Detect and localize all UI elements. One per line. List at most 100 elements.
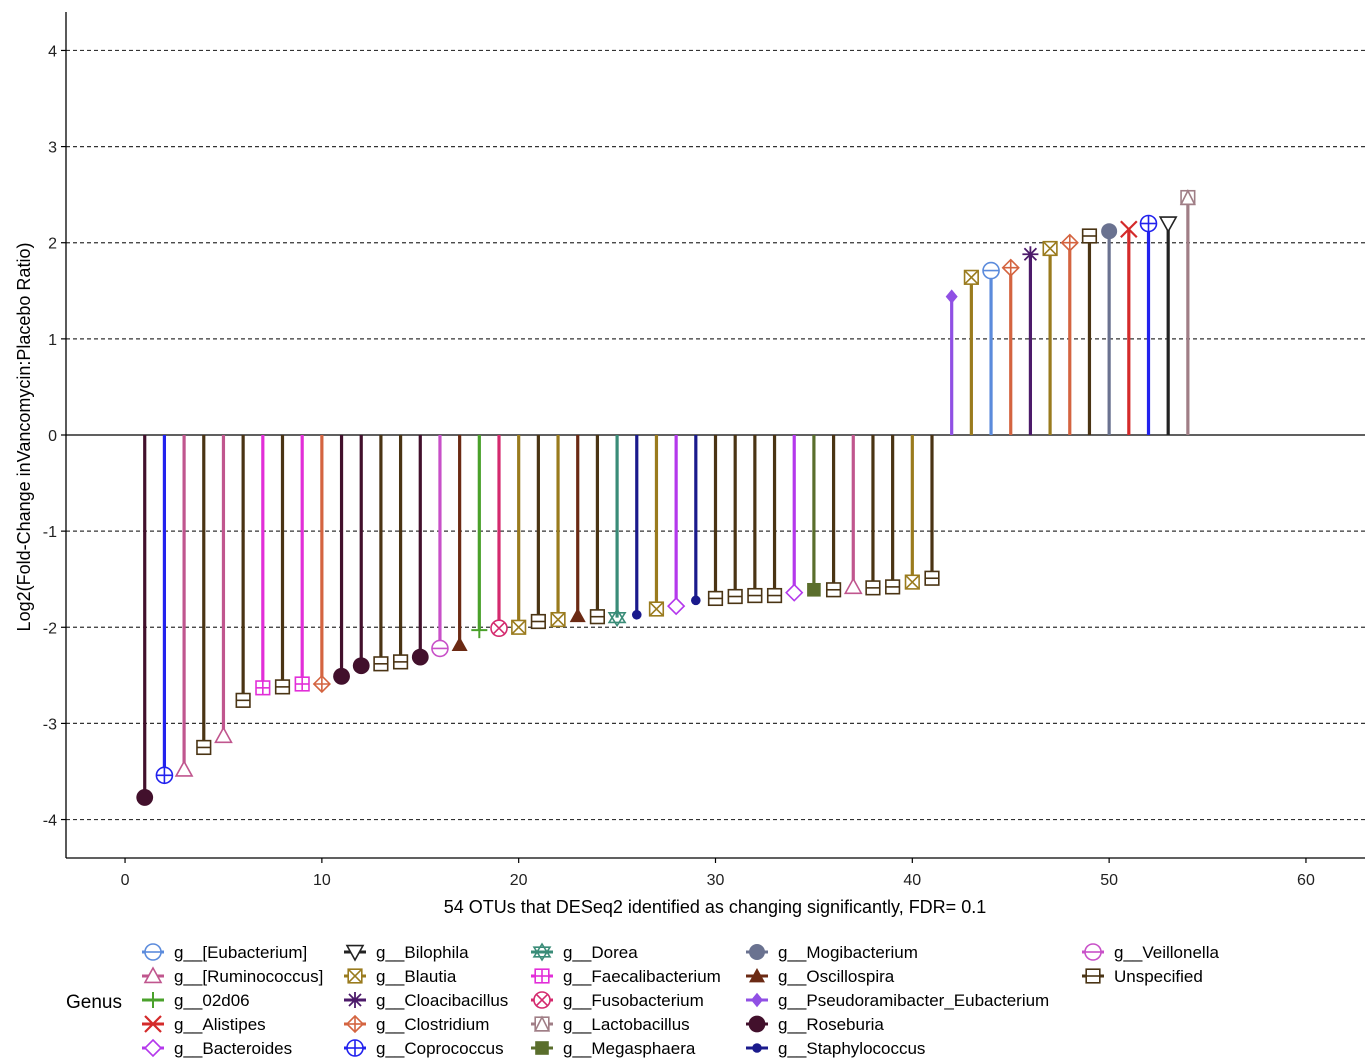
legend-key bbox=[752, 1043, 762, 1053]
point-marker bbox=[785, 583, 804, 602]
point-marker bbox=[155, 766, 174, 785]
legend-label: g__Alistipes bbox=[174, 1015, 266, 1034]
legend-label: g__Cloacibacillus bbox=[376, 991, 508, 1010]
y-tick-label: -1 bbox=[43, 524, 57, 541]
point-marker bbox=[235, 692, 251, 708]
legend-label: g__Megasphaera bbox=[563, 1039, 696, 1058]
legend-item: g__Mogibacterium bbox=[746, 943, 918, 962]
legend-key bbox=[144, 943, 162, 961]
point-marker bbox=[982, 261, 1000, 280]
point-marker bbox=[648, 601, 665, 617]
legend-key bbox=[532, 942, 552, 962]
point-marker bbox=[1022, 246, 1039, 263]
legend-item: g__Alistipes bbox=[142, 1015, 266, 1034]
legend-label: g__Veillonella bbox=[1114, 943, 1219, 962]
point-marker bbox=[766, 587, 783, 604]
legend-key bbox=[1085, 968, 1101, 984]
y-tick-label: 4 bbox=[48, 43, 57, 60]
point-marker bbox=[1001, 258, 1020, 277]
legend-key bbox=[347, 992, 363, 1008]
point-marker bbox=[1081, 228, 1098, 244]
legend-item: g__Bacteroides bbox=[142, 1038, 292, 1058]
legend-label: g__Bilophila bbox=[376, 943, 469, 962]
point-marker bbox=[1101, 223, 1118, 240]
legend-label: g__Pseudoramibacter_Eubacterium bbox=[778, 991, 1049, 1010]
point-marker bbox=[333, 667, 350, 685]
legend-key bbox=[535, 1041, 549, 1055]
point-marker bbox=[550, 611, 566, 628]
legend-label: g__[Eubacterium] bbox=[174, 943, 307, 962]
y-tick-label: -3 bbox=[43, 716, 57, 733]
legend-item: g__Faecalibacterium bbox=[531, 967, 721, 986]
legend-label: g__02d06 bbox=[174, 991, 250, 1010]
point-marker bbox=[825, 582, 842, 598]
point-marker bbox=[667, 596, 686, 616]
x-tick-label: 20 bbox=[510, 872, 528, 889]
lollipop-markers bbox=[136, 188, 1196, 806]
point-marker bbox=[691, 595, 701, 606]
point-marker bbox=[294, 676, 310, 692]
point-marker bbox=[885, 579, 901, 595]
legend-label: g__Staphylococcus bbox=[778, 1039, 925, 1058]
legend-key bbox=[751, 992, 763, 1008]
legend-key bbox=[533, 991, 551, 1009]
legend-label: g__Oscillospira bbox=[778, 967, 895, 986]
legend-item: g__Coprococcus bbox=[344, 1039, 504, 1058]
legend-label: g__Lactobacillus bbox=[563, 1015, 690, 1034]
y-tick-label: 3 bbox=[48, 140, 57, 157]
legend-label: Unspecified bbox=[1114, 967, 1203, 986]
legend-item: g__Bilophila bbox=[344, 943, 469, 962]
point-marker bbox=[607, 608, 627, 628]
legend-item: Unspecified bbox=[1082, 967, 1203, 986]
point-marker bbox=[136, 789, 154, 806]
legend-item: g__Dorea bbox=[531, 942, 638, 962]
legend-key bbox=[748, 1015, 766, 1033]
point-marker bbox=[1139, 214, 1158, 233]
point-marker bbox=[707, 590, 724, 607]
point-marker bbox=[490, 619, 508, 638]
point-marker bbox=[373, 656, 389, 672]
legend-key bbox=[749, 944, 765, 960]
lollipop-stems bbox=[143, 197, 1190, 798]
point-marker bbox=[631, 609, 642, 620]
legend-label: g__Mogibacterium bbox=[778, 943, 918, 962]
point-marker bbox=[352, 657, 370, 675]
legend-item: g__Lactobacillus bbox=[531, 1015, 690, 1034]
legend-key bbox=[749, 968, 765, 983]
point-marker bbox=[1179, 188, 1196, 206]
point-marker bbox=[589, 609, 606, 625]
point-marker bbox=[255, 680, 271, 696]
point-marker bbox=[865, 580, 881, 596]
point-marker bbox=[392, 654, 409, 670]
legend-item: g__02d06 bbox=[142, 991, 250, 1010]
x-axis-label: 54 OTUs that DESeq2 identified as changi… bbox=[444, 897, 986, 917]
y-tick-label: -4 bbox=[43, 813, 57, 830]
point-marker bbox=[471, 622, 488, 639]
point-marker bbox=[312, 674, 331, 694]
point-marker bbox=[431, 639, 449, 658]
point-marker bbox=[1120, 220, 1138, 239]
y-axis-label: Log2(Fold-Change inVancomycin:Placebo Ra… bbox=[14, 243, 34, 632]
legend-key bbox=[533, 1015, 551, 1032]
legend-label: g__Fusobacterium bbox=[563, 991, 704, 1010]
x-tick-label: 30 bbox=[707, 872, 725, 889]
point-marker bbox=[963, 269, 979, 285]
point-marker bbox=[511, 619, 527, 635]
legend-label: g__Coprococcus bbox=[376, 1039, 504, 1058]
legend-item: g__Blautia bbox=[344, 967, 457, 986]
legend-item: g__Megasphaera bbox=[531, 1039, 696, 1058]
point-marker bbox=[945, 289, 958, 304]
point-marker bbox=[1060, 233, 1079, 252]
legend-key bbox=[345, 1014, 365, 1034]
legend-item: g__Veillonella bbox=[1082, 943, 1219, 962]
point-marker bbox=[274, 679, 291, 695]
point-marker bbox=[411, 648, 429, 666]
x-tick-label: 0 bbox=[121, 872, 130, 889]
x-tick-label: 50 bbox=[1100, 872, 1118, 889]
point-marker bbox=[569, 607, 586, 623]
legend-title: Genus bbox=[66, 992, 122, 1013]
legend-item: g__[Ruminococcus] bbox=[142, 966, 323, 986]
legend: Genus g__[Eubacterium]g__[Ruminococcus]g… bbox=[66, 942, 1219, 1058]
legend-label: g__Bacteroides bbox=[174, 1039, 292, 1058]
